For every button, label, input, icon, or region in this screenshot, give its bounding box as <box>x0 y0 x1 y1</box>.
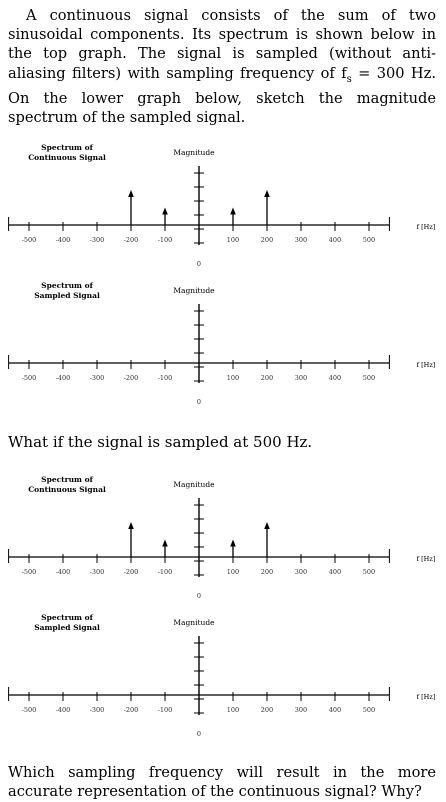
graph-continuous-500: Spectrum of Continuous Signal Magnitude -50… <box>0 472 446 602</box>
tick-label: -300 <box>90 236 105 244</box>
tick-label: 500 <box>363 236 375 244</box>
tick-label: -200 <box>124 236 139 244</box>
tick-label: 400 <box>329 568 341 576</box>
graph-title-line1: Spectrum of <box>41 613 93 622</box>
tick-label: -400 <box>56 236 71 244</box>
spectral-arrowhead <box>264 522 270 529</box>
spectral-arrowhead <box>264 190 270 197</box>
tick-label: -400 <box>56 568 71 576</box>
tick-label: 300 <box>295 706 307 714</box>
magnitude-label: Magnitude <box>173 618 215 627</box>
tick-label: 400 <box>329 236 341 244</box>
tick-label: -200 <box>124 374 139 382</box>
frequency-unit-label: f [Hz] <box>417 223 436 231</box>
tick-label: -100 <box>158 568 173 576</box>
tick-label: -500 <box>22 706 37 714</box>
tick-label: -400 <box>56 706 71 714</box>
problem-intro: A continuous signal consists of the sum … <box>8 7 436 126</box>
zero-label: 0 <box>197 260 201 268</box>
spectral-arrowhead <box>162 207 168 215</box>
tick-label: -200 <box>124 706 139 714</box>
tick-label: -300 <box>90 706 105 714</box>
tick-label: 200 <box>261 374 273 382</box>
spectral-arrowhead <box>128 190 134 197</box>
tick-label: -300 <box>90 568 105 576</box>
graph-title-line1: Spectrum of <box>41 475 93 484</box>
graph-sampled-500: Spectrum of Sampled Signal Magnitude -500 -4… <box>0 610 446 740</box>
tick-label: 200 <box>261 236 273 244</box>
tick-label: 100 <box>227 568 239 576</box>
graph-title-line2: Continuous Signal <box>28 153 106 162</box>
tick-label: -100 <box>158 706 173 714</box>
tick-label: -200 <box>124 568 139 576</box>
spectral-arrowhead <box>230 207 236 215</box>
tick-label: 200 <box>261 706 273 714</box>
tick-label: 500 <box>363 374 375 382</box>
tick-label: -300 <box>90 374 105 382</box>
spectral-arrowhead <box>230 539 236 547</box>
graph-title-line1: Spectrum of <box>41 143 93 152</box>
graph-title-line2: Continuous Signal <box>28 485 106 494</box>
tick-label: 200 <box>261 568 273 576</box>
tick-label: -100 <box>158 374 173 382</box>
tick-label: 300 <box>295 236 307 244</box>
tick-label: 100 <box>227 374 239 382</box>
zero-label: 0 <box>197 730 201 738</box>
graph-title-line2: Sampled Signal <box>34 623 100 632</box>
tick-label: -500 <box>22 568 37 576</box>
magnitude-label: Magnitude <box>173 286 215 295</box>
tick-label: 100 <box>227 706 239 714</box>
tick-label: 500 <box>363 568 375 576</box>
graph-sampled-300: Spectrum of Sampled Signal Magnitude -500 -4… <box>0 278 446 408</box>
graph-title-line2: Sampled Signal <box>34 291 100 300</box>
graph-continuous-300: Spectrum of Continuous Signal Magnitude -50… <box>0 140 446 270</box>
tick-label: 100 <box>227 236 239 244</box>
tick-label: 400 <box>329 374 341 382</box>
zero-label: 0 <box>197 592 201 600</box>
tick-label: 400 <box>329 706 341 714</box>
tick-label: -100 <box>158 236 173 244</box>
final-question: Which sampling frequency will result in … <box>8 764 436 801</box>
question-500hz: What if the signal is sampled at 500 Hz. <box>8 433 313 451</box>
spectral-arrowhead <box>128 522 134 529</box>
tick-label: -400 <box>56 374 71 382</box>
magnitude-label: Magnitude <box>173 480 215 489</box>
frequency-unit-label: f [Hz] <box>417 361 436 369</box>
spectral-arrowhead <box>162 539 168 547</box>
graph-title-line1: Spectrum of <box>41 281 93 290</box>
zero-label: 0 <box>197 398 201 406</box>
tick-label: 300 <box>295 568 307 576</box>
frequency-unit-label: f [Hz] <box>417 555 436 563</box>
frequency-unit-label: f [Hz] <box>417 693 436 701</box>
tick-label: 300 <box>295 374 307 382</box>
tick-label: -500 <box>22 236 37 244</box>
tick-label: 500 <box>363 706 375 714</box>
magnitude-label: Magnitude <box>173 148 215 157</box>
tick-label: -500 <box>22 374 37 382</box>
